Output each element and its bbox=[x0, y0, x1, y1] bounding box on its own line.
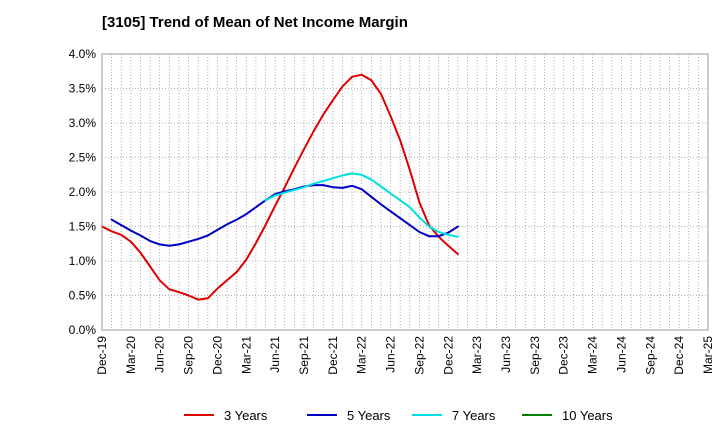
x-tick-label: Dec-23 bbox=[557, 336, 571, 375]
x-tick-label: Dec-21 bbox=[326, 336, 340, 375]
x-tick-label: Dec-20 bbox=[210, 336, 224, 375]
y-axis-tick-labels: 0.0% 0.5% 1.0% 1.5% 2.0% 2.5% 3.0% 3.5% 4.0% bbox=[69, 47, 97, 337]
legend-label: 10 Years bbox=[562, 408, 613, 423]
legend-label: 7 Years bbox=[452, 408, 496, 423]
legend-item-10-years: 10 Years bbox=[522, 408, 613, 423]
y-tick-label: 0.0% bbox=[69, 323, 97, 337]
legend-label: 3 Years bbox=[224, 408, 268, 423]
chart-title: [3105] Trend of Mean of Net Income Margi… bbox=[102, 14, 408, 31]
legend: 3 Years 5 Years 7 Years 10 Years bbox=[184, 408, 613, 423]
x-tick-label: Jun-20 bbox=[153, 336, 167, 373]
x-tick-label: Dec-19 bbox=[95, 336, 109, 375]
plot-area-frame bbox=[101, 53, 709, 331]
x-tick-label: Sep-24 bbox=[643, 336, 657, 375]
y-tick-label: 2.5% bbox=[69, 151, 97, 165]
x-tick-label: Dec-22 bbox=[441, 336, 455, 375]
x-tick-label: Mar-25 bbox=[701, 336, 715, 374]
legend-item-7-years: 7 Years bbox=[412, 408, 496, 423]
legend-item-5-years: 5 Years bbox=[307, 408, 391, 423]
y-tick-label: 0.5% bbox=[69, 289, 97, 303]
legend-label: 5 Years bbox=[347, 408, 391, 423]
x-tick-label: Sep-22 bbox=[412, 336, 426, 375]
x-tick-label: Dec-24 bbox=[672, 336, 686, 375]
series-line-5-years bbox=[110, 184, 459, 247]
y-tick-label: 2.0% bbox=[69, 185, 97, 199]
x-tick-label: Mar-23 bbox=[470, 336, 484, 374]
legend-item-3-years: 3 Years bbox=[184, 408, 268, 423]
x-tick-label: Sep-21 bbox=[297, 336, 311, 375]
x-tick-label: Jun-21 bbox=[268, 336, 282, 373]
y-tick-label: 1.0% bbox=[69, 254, 97, 268]
x-tick-label: Sep-20 bbox=[182, 336, 196, 375]
grid bbox=[101, 53, 709, 331]
x-tick-label: Jun-23 bbox=[499, 336, 513, 373]
y-tick-label: 1.5% bbox=[69, 220, 97, 234]
y-tick-label: 3.5% bbox=[69, 82, 97, 96]
y-tick-label: 4.0% bbox=[69, 47, 97, 61]
x-tick-label: Mar-24 bbox=[586, 336, 600, 374]
series-line-3-years bbox=[101, 73, 459, 301]
series-line-7-years bbox=[264, 172, 459, 238]
x-tick-label: Mar-20 bbox=[124, 336, 138, 374]
x-tick-label: Jun-24 bbox=[614, 336, 628, 373]
x-tick-label: Jun-22 bbox=[384, 336, 398, 373]
y-tick-label: 3.0% bbox=[69, 116, 97, 130]
x-tick-label: Mar-21 bbox=[239, 336, 253, 374]
x-tick-label: Sep-23 bbox=[528, 336, 542, 375]
series-lines bbox=[101, 73, 459, 301]
x-tick-label: Mar-22 bbox=[355, 336, 369, 374]
x-axis-tick-labels: Dec-19 Mar-20 Jun-20 Sep-20 Dec-20 Mar-21 Jun-… bbox=[95, 336, 715, 375]
